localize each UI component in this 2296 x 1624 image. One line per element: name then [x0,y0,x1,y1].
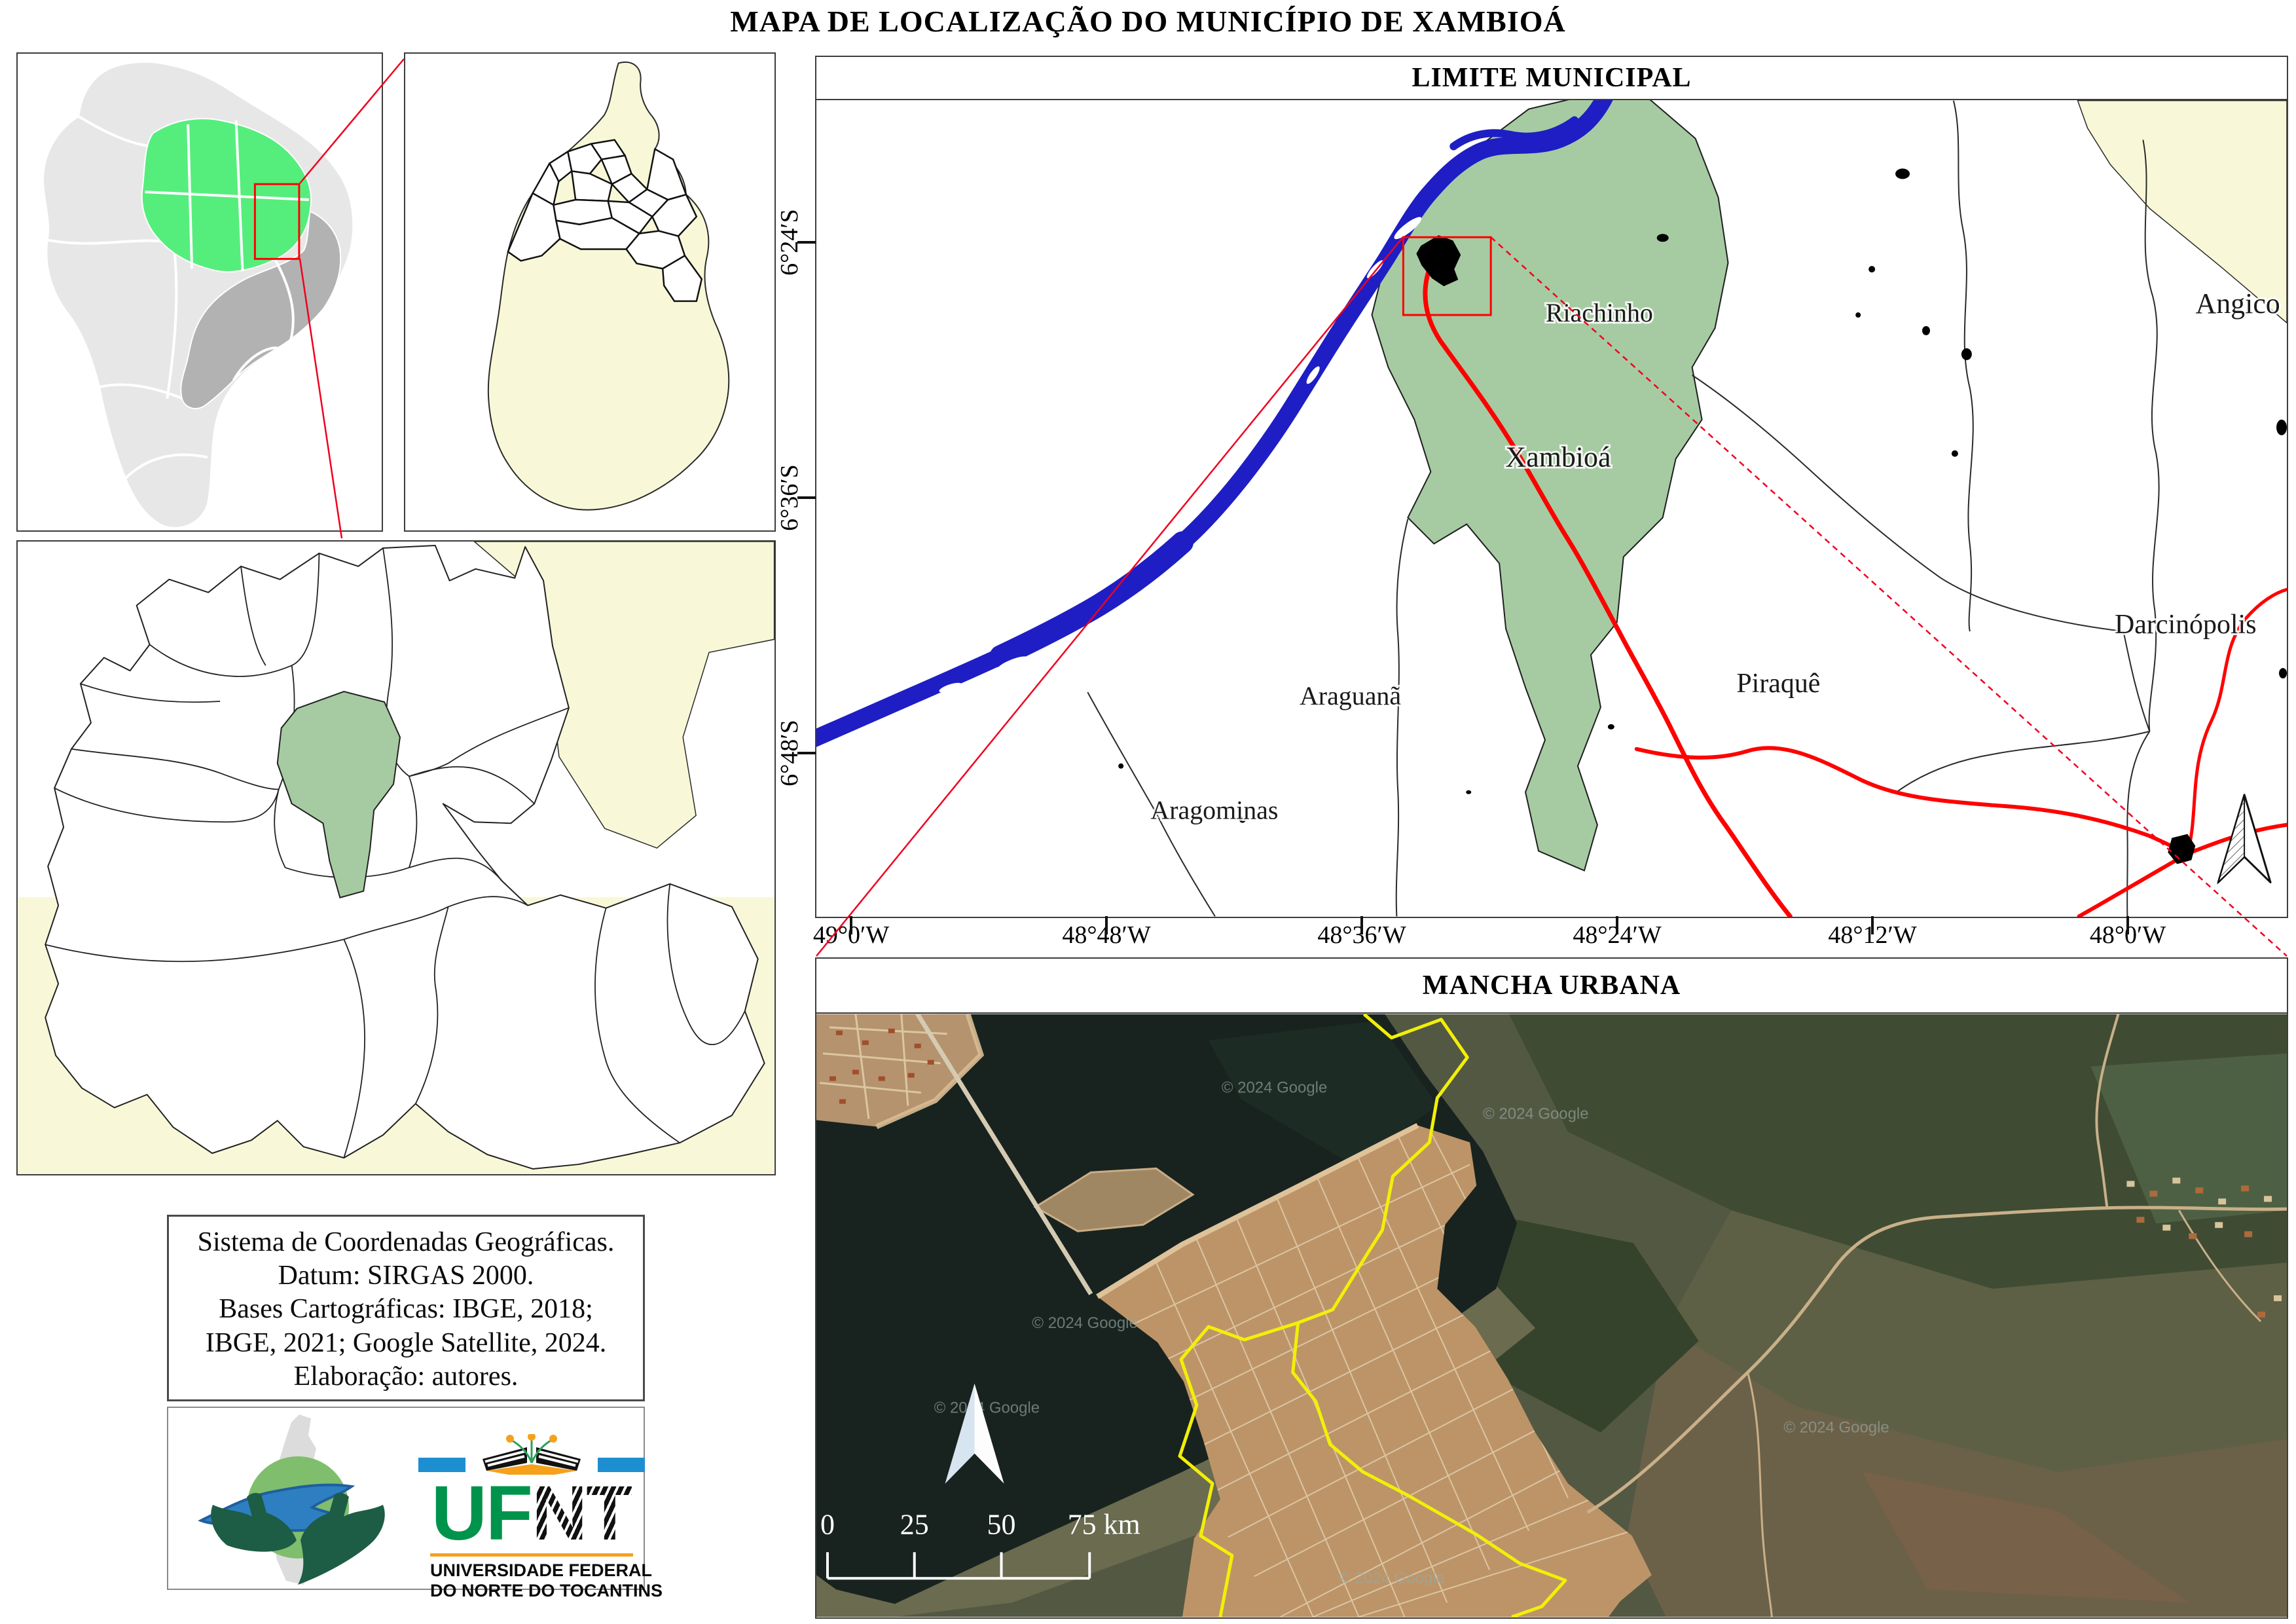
credits-line: Sistema de Coordenadas Geográficas. [197,1227,615,1257]
mancha-urbana-title: MANCHA URBANA [816,959,2287,1014]
y-tick-label: 6°48′S [776,720,803,786]
x-tick-label: 48°24′W [1573,921,1662,949]
svg-text:© 2024 Google: © 2024 Google [1032,1314,1137,1332]
ufnt-name-line1: UNIVERSIDADE FEDERAL [430,1560,653,1580]
logo-box: UFNT UNIVERSIDADE FEDERAL DO NORTE DO TO… [167,1407,663,1600]
scale-bar [826,1552,1091,1580]
tocantins-inset-map [404,52,776,532]
x-tick-label: 49°0′W [812,921,890,949]
svg-text:© 2024 Google: © 2024 Google [1339,1569,1445,1587]
label-riachinho: Riachinho [1546,298,1653,327]
satellite-image: © 2024 Google © 2024 Google © 2024 Googl… [816,1014,2287,1617]
gray-state-borders [232,259,295,382]
credits-line: Elaboração: autores. [293,1361,519,1392]
ufnt-blue-bar-left [418,1458,465,1472]
xambioa-municipality-highlight [276,691,401,898]
label-darcinopolis: Darcinópolis [2115,610,2256,640]
river-island [1033,1167,1195,1232]
svg-text:© 2024 Google: © 2024 Google [1783,1419,1889,1437]
ufnt-uf: UF [431,1470,533,1557]
label-xambioa: Xambioá [1506,441,1611,473]
google-watermarks: © 2024 Google © 2024 Google © 2024 Googl… [934,1079,1889,1587]
dirt-roads [1586,1014,2287,1617]
right-hand [298,1492,385,1585]
label-angico: Angico [2196,287,2280,320]
label-araguana: Araguanã [1300,681,1401,710]
scale-bar-labels: 0 25 50 75 km [820,1508,1140,1540]
limite-municipal-map: Xambioá Riachinho Angico Darcinópolis Pi… [816,100,2287,917]
left-hand [211,1492,297,1552]
north-municipalities [507,139,703,303]
south-america-inset-map [16,52,383,532]
municipality-mosaic [45,544,765,1170]
svg-text:50: 50 [987,1508,1016,1540]
label-piraque: Piraquê [1736,669,1820,699]
river-islands [939,217,1422,693]
tocantins-svg [487,62,730,511]
extent-rectangle-tocantins [253,183,301,260]
credits-line: IBGE, 2021; Google Satellite, 2024. [205,1327,607,1358]
ufnt-name-line2: DO NORTE DO TOCANTINS [430,1581,663,1601]
ufnt-book-icon [483,1434,581,1475]
credits-line: Bases Cartográficas: IBGE, 2018; [219,1294,593,1325]
ufnt-acronym: UFNT [430,1475,634,1552]
village-buildings [2126,1177,2282,1318]
ufnt-blue-bar-right [598,1458,645,1472]
label-aragominas: Aragominas [1150,796,1278,825]
svg-text:© 2024 Google: © 2024 Google [1222,1079,1327,1097]
urban-boundary-yellow [1178,1014,1567,1617]
svg-text:75 km: 75 km [1068,1508,1140,1540]
region-municipalities-map [16,540,776,1175]
x-tick-label: 48°0′W [2089,921,2166,949]
y-tick-label: 6°36′S [776,464,803,531]
mancha-urbana-panel: MANCHA URBANA [815,957,2288,1619]
bridge [915,1014,1093,1295]
limite-municipal-title: LIMITE MUNICIPAL [816,57,2287,100]
x-tick-label: 48°36′W [1317,921,1406,949]
y-tick-label: 6°24′S [776,209,803,276]
street-grid [1097,1125,1652,1617]
limite-municipal-panel: LIMITE MUNICIPAL [815,56,2288,918]
south-america-svg [43,61,354,528]
tocantins-hands-logo [198,1414,385,1585]
north-arrow-satellite-icon [945,1383,1004,1484]
figure-title: MAPA DE LOCALIZAÇÃO DO MUNICÍPIO DE XAMB… [730,5,1566,38]
xambioa-city [1096,1122,1652,1617]
svg-text:0: 0 [820,1508,835,1540]
svg-text:25: 25 [900,1508,929,1540]
credits-box: Sistema de Coordenadas Geográficas. Datu… [167,1215,645,1401]
ufnt-nt: NT [532,1470,633,1557]
svg-text:© 2024 Google: © 2024 Google [1483,1105,1588,1123]
water-sheen [1208,1020,1438,1165]
credits-line: Datum: SIRGAS 2000. [278,1261,534,1291]
ufnt-logo: UFNT UNIVERSIDADE FEDERAL DO NORTE DO TO… [418,1434,663,1601]
ufnt-orange-rule [430,1553,633,1557]
green-state-borders [145,120,309,272]
svg-text:© 2024 Google: © 2024 Google [934,1399,1040,1417]
x-tick-label: 48°12′W [1828,921,1917,949]
x-tick-label: 48°48′W [1062,921,1151,949]
region-svg [18,542,774,1174]
rural-patchwork [816,1014,2287,1617]
